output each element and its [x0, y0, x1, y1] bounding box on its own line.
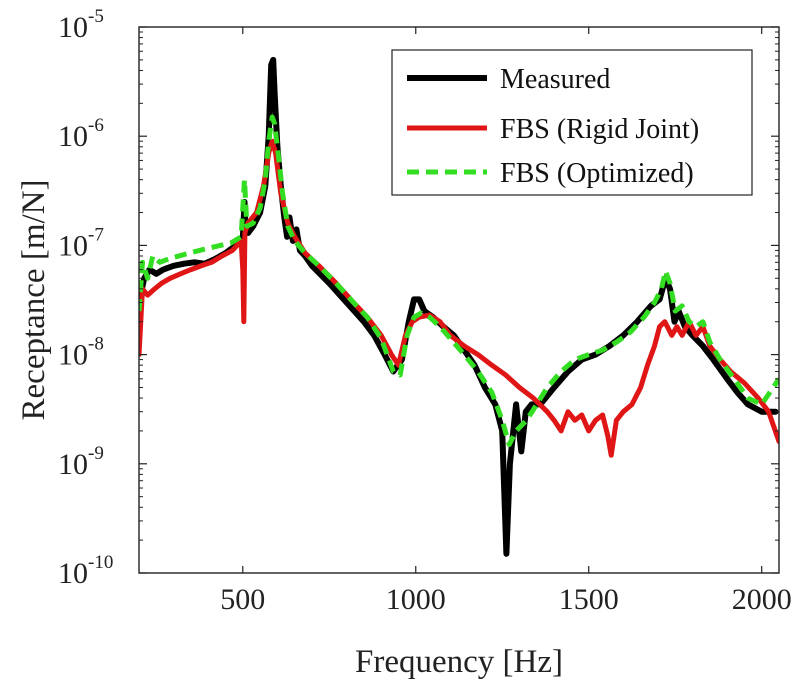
y-tick-label: 10-10 — [58, 552, 113, 590]
legend-label-optimized: FBS (Optimized) — [500, 158, 694, 189]
series-layer — [139, 56, 779, 557]
plot-frame — [138, 26, 780, 574]
legend-label-rigid-joint: FBS (Rigid Joint) — [500, 114, 699, 145]
y-tick-label: 10-8 — [58, 334, 104, 372]
tick-layer — [139, 26, 779, 574]
x-tick-label: 2000 — [732, 583, 792, 616]
legend: Measured FBS (Rigid Joint) FBS (Optimize… — [391, 49, 753, 196]
y-tick-label: 10-6 — [58, 115, 104, 153]
y-axis-title: Receptance [m/N] — [16, 180, 52, 421]
x-tick-label: 1000 — [386, 583, 446, 616]
series-line-fbs-optimized — [139, 114, 779, 448]
y-tick-label: 10-7 — [58, 224, 104, 262]
legend-label-measured: Measured — [500, 64, 610, 95]
x-tick-label: 500 — [220, 583, 265, 616]
y-tick-label: 10-5 — [58, 6, 104, 44]
y-tick-label: 10-9 — [58, 443, 104, 481]
x-axis-title: Frequency [Hz] — [355, 644, 563, 680]
x-tick-label: 1500 — [559, 583, 619, 616]
tick-label-layer: 500 1000 1500 2000 10-10 10-9 10-8 10-7 10-6 10-5 — [58, 6, 792, 616]
